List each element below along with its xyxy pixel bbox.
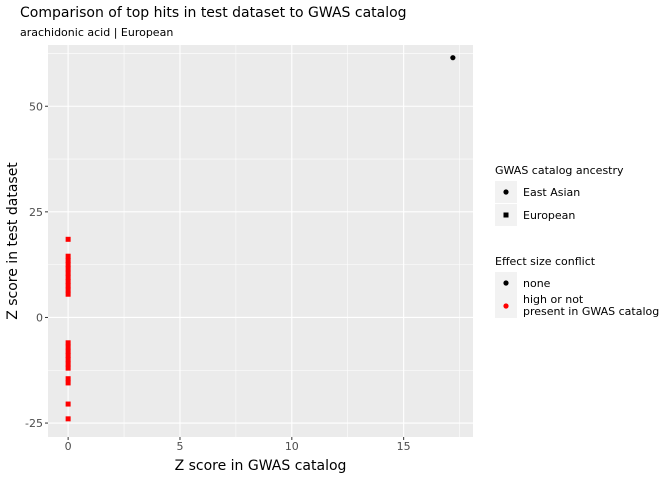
- data-point: [65, 352, 71, 358]
- x-tick-label: 10: [285, 440, 299, 453]
- data-point: [65, 274, 71, 280]
- data-point: [65, 266, 71, 272]
- data-point: [65, 340, 71, 346]
- data-point: [65, 236, 71, 242]
- data-point: [65, 253, 71, 259]
- data-point: [65, 257, 71, 263]
- y-tick-label: -25: [25, 417, 43, 430]
- y-tick-label: 25: [29, 206, 43, 219]
- data-point: [65, 365, 71, 371]
- legend-title-conflict: Effect size conflict: [495, 255, 596, 268]
- data-point: [65, 344, 71, 350]
- legend-title-ancestry: GWAS catalog ancestry: [495, 164, 624, 177]
- legend-label: high or not present in GWAS catalog: [523, 293, 659, 318]
- legend-key-point: [503, 280, 509, 286]
- legend-label: East Asian: [523, 186, 580, 199]
- y-axis-title: Z score in test dataset: [5, 162, 21, 320]
- data-point: [65, 262, 71, 268]
- data-point: [65, 357, 71, 363]
- data-point: [65, 270, 71, 276]
- legend: GWAS catalog ancestry East Asian European E…: [495, 164, 659, 318]
- data-point: [65, 287, 71, 293]
- data-point: [65, 376, 71, 382]
- x-tick-label: 15: [397, 440, 411, 453]
- data-point: [65, 283, 71, 289]
- data-point: [65, 291, 71, 297]
- legend-key-circle: [503, 189, 509, 195]
- data-point: [65, 416, 71, 422]
- x-axis-title: Z score in GWAS catalog: [175, 458, 347, 474]
- data-point: [65, 348, 71, 354]
- y-tick-label: 0: [36, 311, 43, 324]
- legend-label: none: [523, 277, 551, 290]
- legend-key-point: [503, 303, 509, 309]
- legend-key-square: [503, 212, 509, 218]
- data-point: [65, 380, 71, 386]
- data-point: [65, 361, 71, 367]
- data-point: [65, 279, 71, 285]
- data-point: [450, 55, 456, 61]
- data-point: [65, 401, 71, 407]
- axes: 0 5 10 15 -25 0 25 50 Z score in GWAS catalog Z s…: [5, 100, 411, 474]
- x-tick-label: 0: [65, 440, 72, 453]
- chart-title: Comparison of top hits in test dataset t…: [20, 5, 407, 21]
- plot-background: [48, 45, 473, 437]
- x-tick-label: 5: [176, 440, 183, 453]
- y-tick-label: 50: [29, 100, 43, 113]
- chart-subtitle: arachidonic acid | European: [20, 26, 174, 39]
- plot-area: [48, 45, 473, 437]
- legend-label: European: [523, 209, 575, 222]
